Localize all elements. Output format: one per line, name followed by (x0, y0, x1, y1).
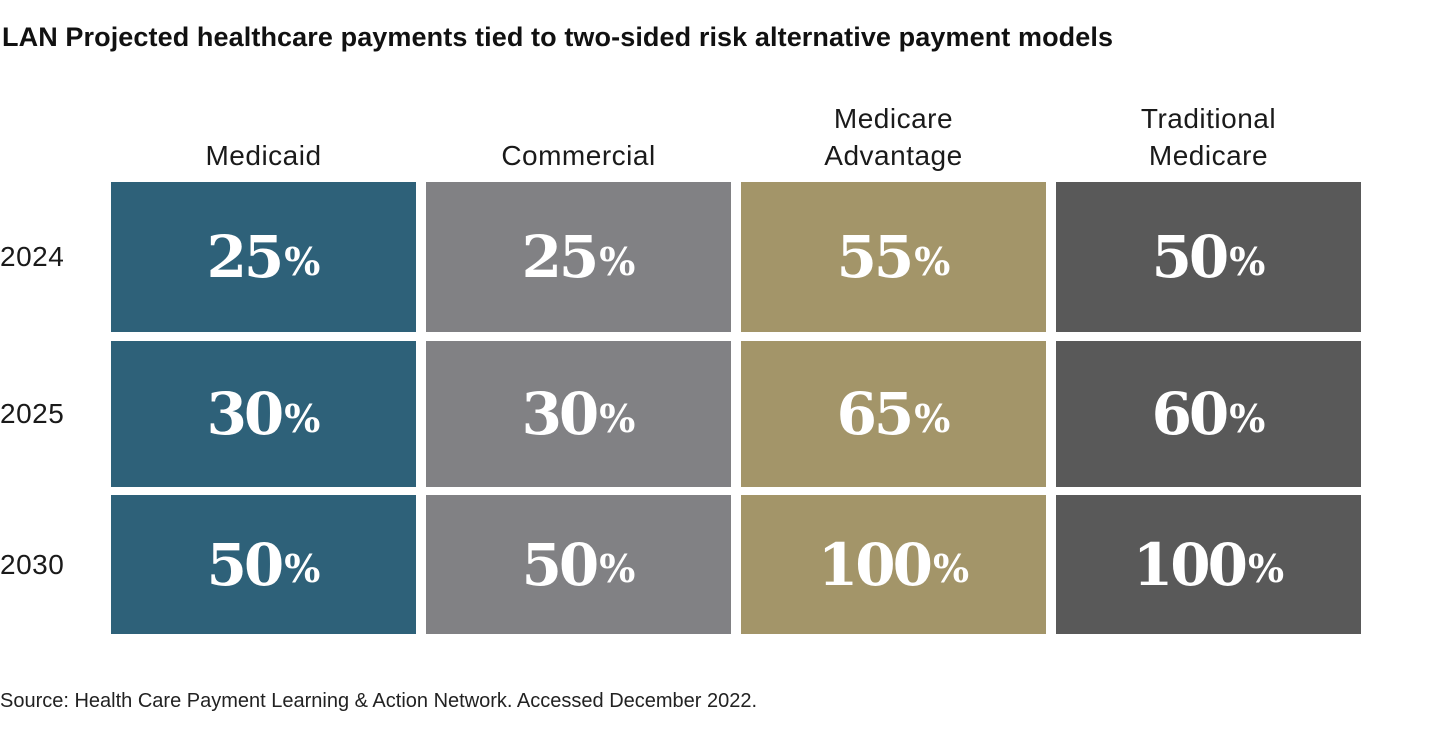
row-label-2025: 2025 (0, 398, 65, 429)
cell-value: 65 (836, 380, 915, 448)
percent-symbol: % (914, 238, 951, 284)
cell-2030-col1: 50% (111, 495, 416, 634)
cell-2030-col3: 100% (741, 495, 1046, 634)
cell-value: 30 (521, 380, 600, 448)
cell-2024-col2: 25% (426, 182, 731, 332)
percent-symbol: % (1229, 395, 1266, 441)
column-header-medicaid: Medicaid (205, 140, 322, 171)
cell-value: 100 (817, 530, 933, 599)
cell-value: 25 (206, 223, 285, 291)
cell-value: 55 (836, 223, 915, 291)
percent-symbol: % (914, 395, 951, 441)
column-header-commercial: Commercial (501, 140, 656, 171)
cell-2030-col2: 50% (426, 495, 731, 634)
cell-2024-col4: 50% (1056, 182, 1361, 332)
percent-symbol: % (1229, 238, 1266, 284)
chart-title: LAN Projected healthcare payments tied t… (2, 22, 1114, 52)
cell-2030-col4: 100% (1056, 495, 1361, 634)
percent-symbol: % (599, 546, 636, 591)
percent-symbol: % (599, 238, 636, 284)
cell-value: 50 (1151, 223, 1230, 291)
percent-symbol: % (932, 546, 970, 591)
percent-symbol: % (284, 546, 321, 591)
row-label-2024: 2024 (0, 241, 65, 272)
cell-value: 50 (206, 530, 285, 599)
cell-2025-col4: 60% (1056, 341, 1361, 487)
source-note: Source: Health Care Payment Learning & A… (0, 690, 758, 712)
column-header-traditional-medicare: Traditional Medicare (1140, 103, 1277, 171)
percent-symbol: % (599, 395, 636, 441)
row-label-2030: 2030 (0, 548, 65, 580)
cell-2025-col3: 65% (741, 341, 1046, 487)
cell-2024-col3: 55% (741, 182, 1046, 332)
cell-2024-col1: 25% (111, 182, 416, 332)
cell-2025-col1: 30% (111, 341, 416, 487)
cell-value: 100 (1132, 530, 1248, 599)
percent-symbol: % (284, 395, 321, 441)
cell-2025-col2: 30% (426, 341, 731, 487)
cell-value: 30 (206, 380, 285, 448)
percent-symbol: % (284, 238, 321, 284)
cell-value: 50 (521, 530, 600, 599)
percent-symbol: % (1247, 546, 1285, 591)
cell-value: 25 (521, 223, 600, 291)
cell-value: 60 (1151, 380, 1230, 448)
column-header-medicare-advantage: Medicare Advantage (824, 103, 963, 171)
